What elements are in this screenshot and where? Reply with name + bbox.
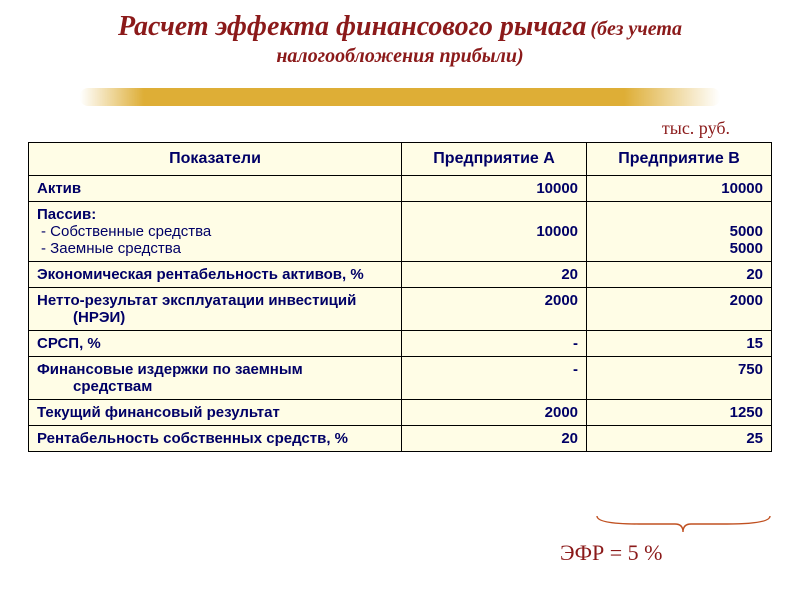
value-b-cell: 1250 — [587, 400, 772, 426]
header-company-b: Предприятие В — [587, 143, 772, 176]
value-b-cell: 15 — [587, 331, 772, 357]
value-a-cell: 2000 — [402, 400, 587, 426]
table-row: Пассив:Собственные средстваЗаемные средс… — [29, 202, 772, 262]
indicator-cell: Текущий финансовый результат — [29, 400, 402, 426]
value-a-cell: 20 — [402, 262, 587, 288]
value-b-cell: 25 — [587, 426, 772, 452]
table-row: Нетто-результат эксплуатации инвестиций(… — [29, 288, 772, 331]
value-a-cell: 2000 — [402, 288, 587, 331]
brush-underline — [80, 88, 720, 106]
value-a-cell: - — [402, 357, 587, 400]
indicator-cell: Финансовые издержки по заемнымсредствам — [29, 357, 402, 400]
value-b-cell: 2000 — [587, 288, 772, 331]
header-company-a: Предприятие А — [402, 143, 587, 176]
indicator-cell: Нетто-результат эксплуатации инвестиций(… — [29, 288, 402, 331]
title-main: Расчет эффекта финансового рычага — [118, 11, 586, 42]
indicator-cell: Рентабельность собственных средств, % — [29, 426, 402, 452]
table-row: Экономическая рентабельность активов, %2… — [29, 262, 772, 288]
table-row: Актив1000010000 — [29, 176, 772, 202]
efr-result: ЭФР = 5 % — [560, 540, 662, 566]
table-row: Рентабельность собственных средств, %202… — [29, 426, 772, 452]
unit-label: тыс. руб. — [662, 118, 730, 139]
value-b-cell: 10000 — [587, 176, 772, 202]
indicator-cell: Экономическая рентабельность активов, % — [29, 262, 402, 288]
value-a-cell: - — [402, 331, 587, 357]
value-b-cell: 20 — [587, 262, 772, 288]
indicator-cell: Актив — [29, 176, 402, 202]
header-indicator: Показатели — [29, 143, 402, 176]
title-block: Расчет эффекта финансового рычага (без у… — [0, 0, 800, 68]
table-header-row: Показатели Предприятие А Предприятие В — [29, 143, 772, 176]
value-a-cell: 10000 — [402, 202, 587, 262]
table-row: Финансовые издержки по заемнымсредствам-… — [29, 357, 772, 400]
brace-icon — [595, 514, 772, 536]
value-b-cell: 50005000 — [587, 202, 772, 262]
value-b-cell: 750 — [587, 357, 772, 400]
indicator-cell: СРСП, % — [29, 331, 402, 357]
leverage-table: Показатели Предприятие А Предприятие В А… — [28, 142, 772, 452]
table-row: СРСП, %-15 — [29, 331, 772, 357]
indicator-cell: Пассив:Собственные средстваЗаемные средс… — [29, 202, 402, 262]
table-row: Текущий финансовый результат20001250 — [29, 400, 772, 426]
value-a-cell: 10000 — [402, 176, 587, 202]
value-a-cell: 20 — [402, 426, 587, 452]
